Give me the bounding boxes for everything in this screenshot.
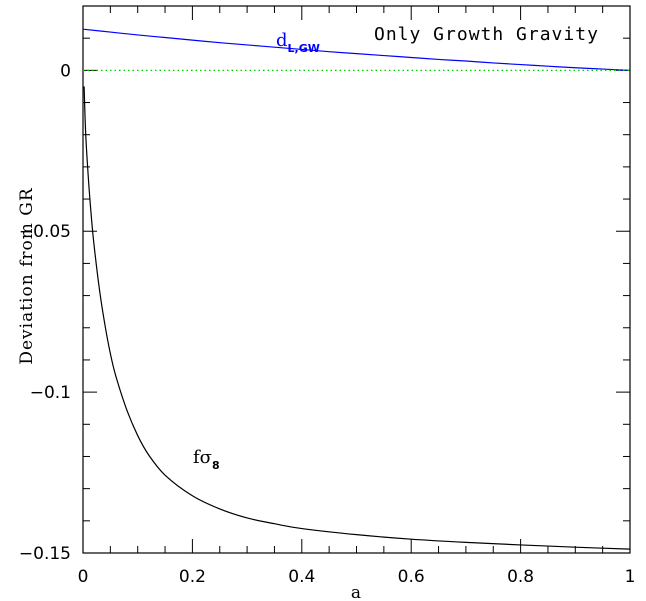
x-axis-label: a <box>351 583 362 601</box>
x-tick-label: 0.6 <box>398 567 425 587</box>
series-label-dlgw-main: d <box>276 30 288 51</box>
series-line-1 <box>84 86 630 549</box>
y-tick-label: 0 <box>60 61 71 81</box>
series-label-fsigma8-sub: 8 <box>212 459 220 472</box>
plot-frame <box>83 6 630 553</box>
series-label-fsigma8-main: fσ <box>193 447 212 468</box>
x-tick-label: 0.4 <box>288 567 315 587</box>
y-axis-label: Deviation from GR <box>17 187 37 364</box>
axis-ticks <box>83 6 630 553</box>
series-label-dlgw-sub: L,GW <box>288 42 320 55</box>
x-tick-label: 0.8 <box>507 567 534 587</box>
chart-annotation: Only Growth Gravity <box>374 24 599 45</box>
x-tick-label: 0 <box>78 567 89 587</box>
y-tick-label: −0.1 <box>30 383 71 403</box>
series-layer <box>83 29 630 549</box>
y-tick-label: −0.15 <box>19 544 71 564</box>
series-label-dlgw: dL,GW <box>276 30 320 55</box>
tick-labels: 0 0.2 0.4 0.6 0.8 10−0.05−0.1−0.15 <box>19 61 636 587</box>
x-tick-label: 1 <box>625 567 636 587</box>
x-tick-label: 0.2 <box>179 567 206 587</box>
series-label-fsigma8: fσ8 <box>193 447 220 472</box>
